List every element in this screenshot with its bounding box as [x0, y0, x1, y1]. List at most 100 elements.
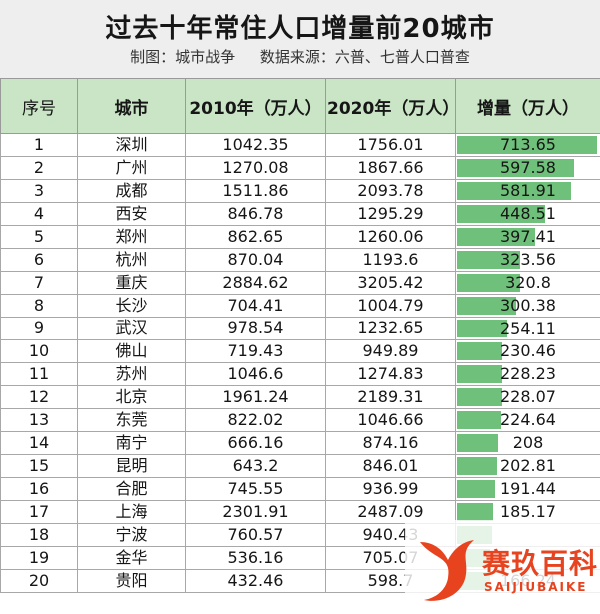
value-2010-cell: 1511.86 — [186, 179, 326, 202]
value-2010-cell: 846.78 — [186, 202, 326, 225]
value-2020-cell: 1193.6 — [326, 248, 456, 271]
city-cell: 上海 — [78, 501, 186, 524]
increase-value: 597.58 — [456, 157, 600, 179]
increase-cell: 224.64 — [456, 409, 600, 432]
value-2010-cell: 760.57 — [186, 523, 326, 546]
rank-cell: 14 — [1, 432, 78, 455]
value-2010-cell: 2301.91 — [186, 501, 326, 524]
rank-cell: 8 — [1, 294, 78, 317]
value-2010-cell: 432.46 — [186, 569, 326, 592]
rank-cell: 10 — [1, 340, 78, 363]
increase-value: 713.65 — [456, 134, 600, 156]
header-2010: 2010年（万人） — [186, 79, 326, 134]
rank-cell: 4 — [1, 202, 78, 225]
increase-cell: 300.38 — [456, 294, 600, 317]
value-2010-cell: 666.16 — [186, 432, 326, 455]
increase-value: 300.38 — [456, 295, 600, 317]
value-2020-cell: 3205.42 — [326, 271, 456, 294]
city-cell: 合肥 — [78, 478, 186, 501]
value-2010-cell: 719.43 — [186, 340, 326, 363]
city-cell: 广州 — [78, 156, 186, 179]
chart-title: 过去十年常住人口增量前20城市 — [0, 8, 600, 45]
header-2020: 2020年（万人） — [326, 79, 456, 134]
value-2020-cell: 1046.66 — [326, 409, 456, 432]
increase-value: 191.44 — [456, 478, 600, 500]
rank-cell: 16 — [1, 478, 78, 501]
increase-value: 208 — [456, 432, 600, 454]
city-cell: 成都 — [78, 179, 186, 202]
header-increase: 增量（万人） — [456, 79, 600, 134]
rank-cell: 15 — [1, 455, 78, 478]
increase-cell: 320.8 — [456, 271, 600, 294]
value-2010-cell: 870.04 — [186, 248, 326, 271]
value-2010-cell: 2884.62 — [186, 271, 326, 294]
value-2020-cell: 1274.83 — [326, 363, 456, 386]
city-cell: 郑州 — [78, 225, 186, 248]
rank-cell: 12 — [1, 386, 78, 409]
subtitle-source: 数据来源：六普、七普人口普查 — [260, 48, 470, 66]
city-cell: 北京 — [78, 386, 186, 409]
city-cell: 长沙 — [78, 294, 186, 317]
value-2010-cell: 704.41 — [186, 294, 326, 317]
city-cell: 贵阳 — [78, 569, 186, 592]
value-2020-cell: 1295.29 — [326, 202, 456, 225]
value-2020-cell: 1004.79 — [326, 294, 456, 317]
watermark-brand-en: SAIJIUBAIKE — [484, 580, 587, 594]
city-cell: 苏州 — [78, 363, 186, 386]
value-2010-cell: 745.55 — [186, 478, 326, 501]
value-2010-cell: 1042.35 — [186, 134, 326, 157]
subtitle-author: 制图：城市战争 — [130, 48, 235, 66]
city-cell: 昆明 — [78, 455, 186, 478]
increase-cell: 208 — [456, 432, 600, 455]
city-cell: 重庆 — [78, 271, 186, 294]
increase-value: 202.81 — [456, 455, 600, 477]
increase-value: 448.51 — [456, 203, 600, 225]
rank-cell: 17 — [1, 501, 78, 524]
increase-cell: 713.65 — [456, 134, 600, 157]
increase-cell: 230.46 — [456, 340, 600, 363]
rank-cell: 7 — [1, 271, 78, 294]
value-2010-cell: 1961.24 — [186, 386, 326, 409]
city-cell: 佛山 — [78, 340, 186, 363]
value-2010-cell: 1270.08 — [186, 156, 326, 179]
increase-value: 323.56 — [456, 249, 600, 271]
city-cell: 南宁 — [78, 432, 186, 455]
rank-cell: 13 — [1, 409, 78, 432]
city-cell: 西安 — [78, 202, 186, 225]
rank-cell: 1 — [1, 134, 78, 157]
rank-cell: 3 — [1, 179, 78, 202]
increase-cell: 597.58 — [456, 156, 600, 179]
increase-value: 224.64 — [456, 409, 600, 431]
rank-cell: 5 — [1, 225, 78, 248]
rank-cell: 19 — [1, 546, 78, 569]
increase-cell: 228.07 — [456, 386, 600, 409]
increase-value: 581.91 — [456, 180, 600, 202]
city-cell: 东莞 — [78, 409, 186, 432]
value-2020-cell: 949.89 — [326, 340, 456, 363]
value-2010-cell: 536.16 — [186, 546, 326, 569]
increase-cell: 581.91 — [456, 179, 600, 202]
increase-value: 397.41 — [456, 226, 600, 248]
increase-cell: 202.81 — [456, 455, 600, 478]
chart-subtitle: 制图：城市战争 数据来源：六普、七普人口普查 — [0, 46, 600, 67]
value-2010-cell: 643.2 — [186, 455, 326, 478]
increase-value: 228.07 — [456, 386, 600, 408]
rank-cell: 6 — [1, 248, 78, 271]
rank-cell: 20 — [1, 569, 78, 592]
increase-cell: 228.23 — [456, 363, 600, 386]
